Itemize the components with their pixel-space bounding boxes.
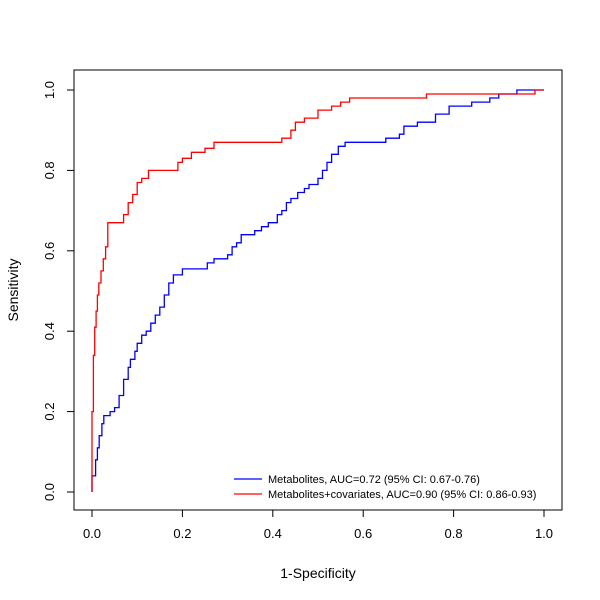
legend-label-metabolites-covariates: Metabolites+covariates, AUC=0.90 (95% CI… bbox=[268, 489, 536, 501]
x-tick-label: 1.0 bbox=[535, 526, 553, 541]
y-tick-label: 0.6 bbox=[42, 242, 57, 260]
x-axis: 0.0 0.2 0.4 0.6 0.8 1.0 bbox=[83, 509, 553, 541]
x-tick-label: 0.4 bbox=[264, 526, 282, 541]
roc-line-metabolites-covariates bbox=[91, 89, 544, 492]
y-axis: 0.0 0.2 0.4 0.6 0.8 1.0 bbox=[42, 81, 75, 501]
y-tick-label: 0.8 bbox=[42, 161, 57, 179]
roc-line-metabolites bbox=[91, 89, 544, 492]
y-tick-label: 0.0 bbox=[42, 483, 57, 501]
y-axis-title: Sensitivity bbox=[5, 258, 21, 321]
series-layer bbox=[91, 89, 544, 492]
y-tick-label: 0.2 bbox=[42, 403, 57, 421]
legend-label-metabolites: Metabolites, AUC=0.72 (95% CI: 0.67-0.76… bbox=[268, 474, 480, 486]
x-axis-title: 1-Specificity bbox=[280, 565, 355, 581]
x-tick-label: 0.6 bbox=[354, 526, 372, 541]
y-tick-label: 0.4 bbox=[42, 322, 57, 340]
legend: Metabolites, AUC=0.72 (95% CI: 0.67-0.76… bbox=[234, 474, 536, 501]
x-tick-label: 0.0 bbox=[83, 526, 101, 541]
x-tick-label: 0.8 bbox=[445, 526, 463, 541]
x-tick-label: 0.2 bbox=[173, 526, 191, 541]
y-tick-label: 1.0 bbox=[42, 81, 57, 99]
